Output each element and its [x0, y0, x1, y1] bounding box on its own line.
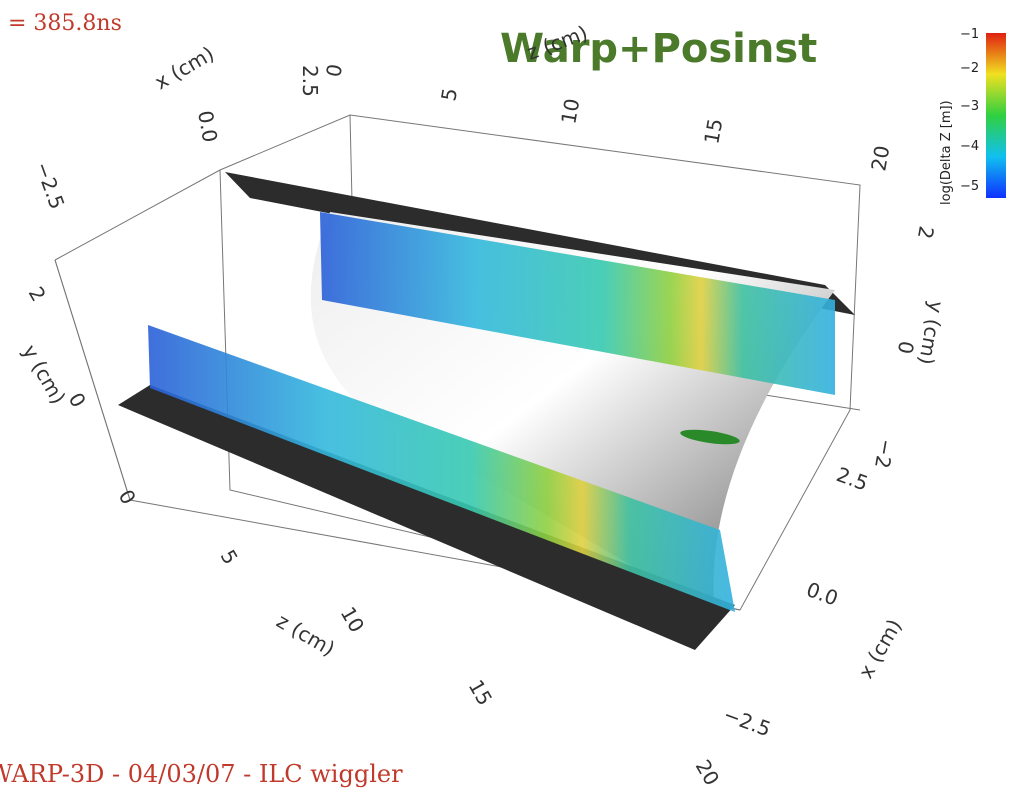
- tick-label: 15: [464, 676, 498, 710]
- colorbar-label: log(Delta Z [m]): [939, 100, 954, 205]
- colorbar-tick: −4: [960, 139, 979, 154]
- visualization: = 385.8ns Warp+Posinst log(Delta Z [m]) …: [0, 0, 1010, 797]
- tick-label: 20: [691, 756, 725, 790]
- tick-label: 20: [866, 144, 894, 173]
- colorbar-tick: −5: [960, 179, 979, 194]
- axis-label: x (cm): [854, 615, 907, 683]
- tick-label: 5: [436, 86, 462, 103]
- colorbar-tick: −2: [960, 61, 979, 76]
- axis-label: y (cm): [18, 341, 71, 409]
- tick-label: −2.5: [30, 159, 69, 213]
- tick-label: −2.5: [720, 702, 774, 741]
- tick-label: 0: [321, 62, 347, 79]
- axis-label: y (cm): [914, 299, 949, 366]
- axis-label: z (cm): [273, 609, 340, 661]
- colorbar-tick: −1: [960, 27, 979, 42]
- tick-label: 0: [893, 339, 919, 356]
- footer: WARP-3D - 04/03/07 - ILC wiggler: [0, 760, 403, 788]
- tick-label: 0: [114, 486, 141, 509]
- colorbar: [986, 33, 1006, 198]
- tick-label: 2: [913, 224, 939, 241]
- colorbar-tick: −3: [960, 99, 979, 114]
- tick-label: 2.5: [298, 65, 322, 97]
- tick-label: 2.5: [833, 462, 871, 495]
- tick-label: 5: [216, 546, 243, 569]
- time-label: = 385.8ns: [8, 11, 122, 36]
- tick-label: 0.0: [193, 109, 222, 144]
- tick-label: 0.0: [803, 577, 841, 610]
- tick-label: 2: [24, 283, 51, 306]
- tick-label: 10: [336, 603, 370, 637]
- tick-label: 10: [556, 97, 584, 126]
- tick-label: 15: [699, 117, 727, 146]
- axis-label: x (cm): [151, 41, 219, 94]
- tick-label: −2: [870, 437, 899, 470]
